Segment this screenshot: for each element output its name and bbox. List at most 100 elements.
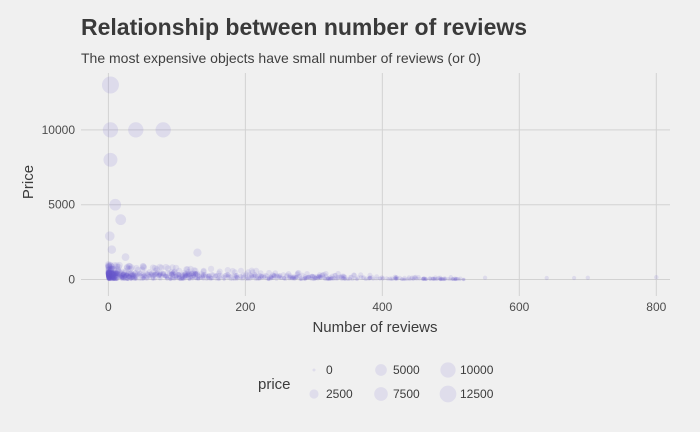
- data-point: [117, 271, 124, 277]
- data-point: [121, 273, 127, 279]
- data-point: [282, 276, 287, 281]
- data-point: [178, 277, 183, 281]
- data-point: [393, 275, 399, 280]
- data-point: [287, 276, 292, 281]
- data-point: [322, 276, 327, 281]
- data-point: [377, 276, 382, 281]
- data-point: [343, 277, 347, 281]
- data-point: [110, 272, 116, 278]
- data-point: [107, 267, 114, 274]
- data-point: [206, 273, 212, 279]
- data-point: [131, 275, 136, 280]
- data-point: [108, 273, 114, 279]
- legend-key: [312, 368, 316, 372]
- data-point: [261, 274, 267, 280]
- data-point: [328, 276, 333, 281]
- data-point: [230, 277, 234, 282]
- data-point: [184, 273, 190, 279]
- data-point: [269, 275, 275, 280]
- data-point: [169, 276, 174, 281]
- data-point: [266, 276, 271, 281]
- data-point: [126, 273, 132, 279]
- data-point: [148, 271, 155, 277]
- data-point: [140, 271, 146, 277]
- data-point: [433, 275, 438, 280]
- data-point: [393, 276, 398, 281]
- data-point: [112, 273, 118, 279]
- data-point: [421, 276, 425, 281]
- data-point: [152, 271, 158, 277]
- data-point: [324, 277, 329, 281]
- data-point: [395, 276, 400, 281]
- data-point: [294, 271, 300, 277]
- data-point: [423, 277, 428, 282]
- data-point: [134, 266, 142, 273]
- data-point: [115, 274, 120, 280]
- data-point: [200, 271, 206, 278]
- data-point: [209, 275, 214, 281]
- data-point: [125, 273, 131, 279]
- data-point: [106, 275, 112, 280]
- data-point: [319, 272, 325, 278]
- data-point: [106, 274, 111, 279]
- data-point: [160, 271, 167, 277]
- data-point: [389, 277, 393, 282]
- data-point: [190, 272, 196, 278]
- y-tick-label: 5000: [48, 198, 75, 212]
- data-point: [172, 264, 180, 272]
- data-point: [321, 274, 326, 280]
- data-point: [163, 273, 168, 279]
- data-point: [129, 277, 134, 282]
- data-point: [106, 275, 111, 280]
- data-point: [238, 274, 244, 279]
- data-point: [129, 271, 135, 278]
- data-point: [128, 264, 135, 271]
- data-point: [290, 275, 296, 280]
- data-point: [173, 275, 178, 281]
- data-point: [277, 274, 282, 280]
- data-point: [165, 276, 170, 281]
- data-point: [319, 272, 326, 278]
- data-point: [106, 275, 112, 280]
- data-point: [338, 275, 343, 280]
- data-point: [119, 272, 125, 278]
- data-point: [105, 271, 112, 277]
- data-point: [453, 276, 458, 281]
- data-point: [120, 276, 125, 281]
- data-point: [111, 274, 117, 280]
- data-point: [227, 274, 233, 280]
- data-point: [335, 270, 341, 277]
- data-point: [182, 273, 188, 279]
- data-point: [401, 277, 405, 282]
- data-point: [116, 271, 123, 278]
- data-point: [422, 276, 426, 281]
- data-point: [171, 276, 176, 281]
- data-point: [334, 277, 339, 281]
- data-point: [295, 269, 302, 276]
- data-point: [143, 270, 149, 276]
- data-point: [114, 270, 121, 276]
- data-point: [105, 272, 111, 278]
- data-point: [105, 269, 112, 276]
- data-point: [187, 265, 194, 273]
- data-point: [311, 274, 317, 279]
- data-point: [150, 273, 156, 279]
- data-point: [147, 275, 152, 280]
- data-point: [105, 273, 111, 279]
- data-point: [116, 261, 123, 269]
- data-point: [200, 275, 206, 280]
- data-point: [110, 275, 115, 280]
- data-point: [142, 274, 148, 280]
- data-point: [317, 272, 323, 278]
- data-point: [191, 267, 198, 274]
- data-point: [282, 276, 287, 281]
- data-point: [266, 277, 270, 282]
- data-point: [446, 277, 451, 281]
- data-point: [106, 273, 112, 279]
- data-point: [214, 272, 220, 278]
- data-point: [106, 269, 112, 276]
- data-point: [190, 270, 197, 276]
- data-point: [303, 276, 308, 281]
- data-point: [106, 276, 111, 281]
- data-point: [234, 274, 240, 280]
